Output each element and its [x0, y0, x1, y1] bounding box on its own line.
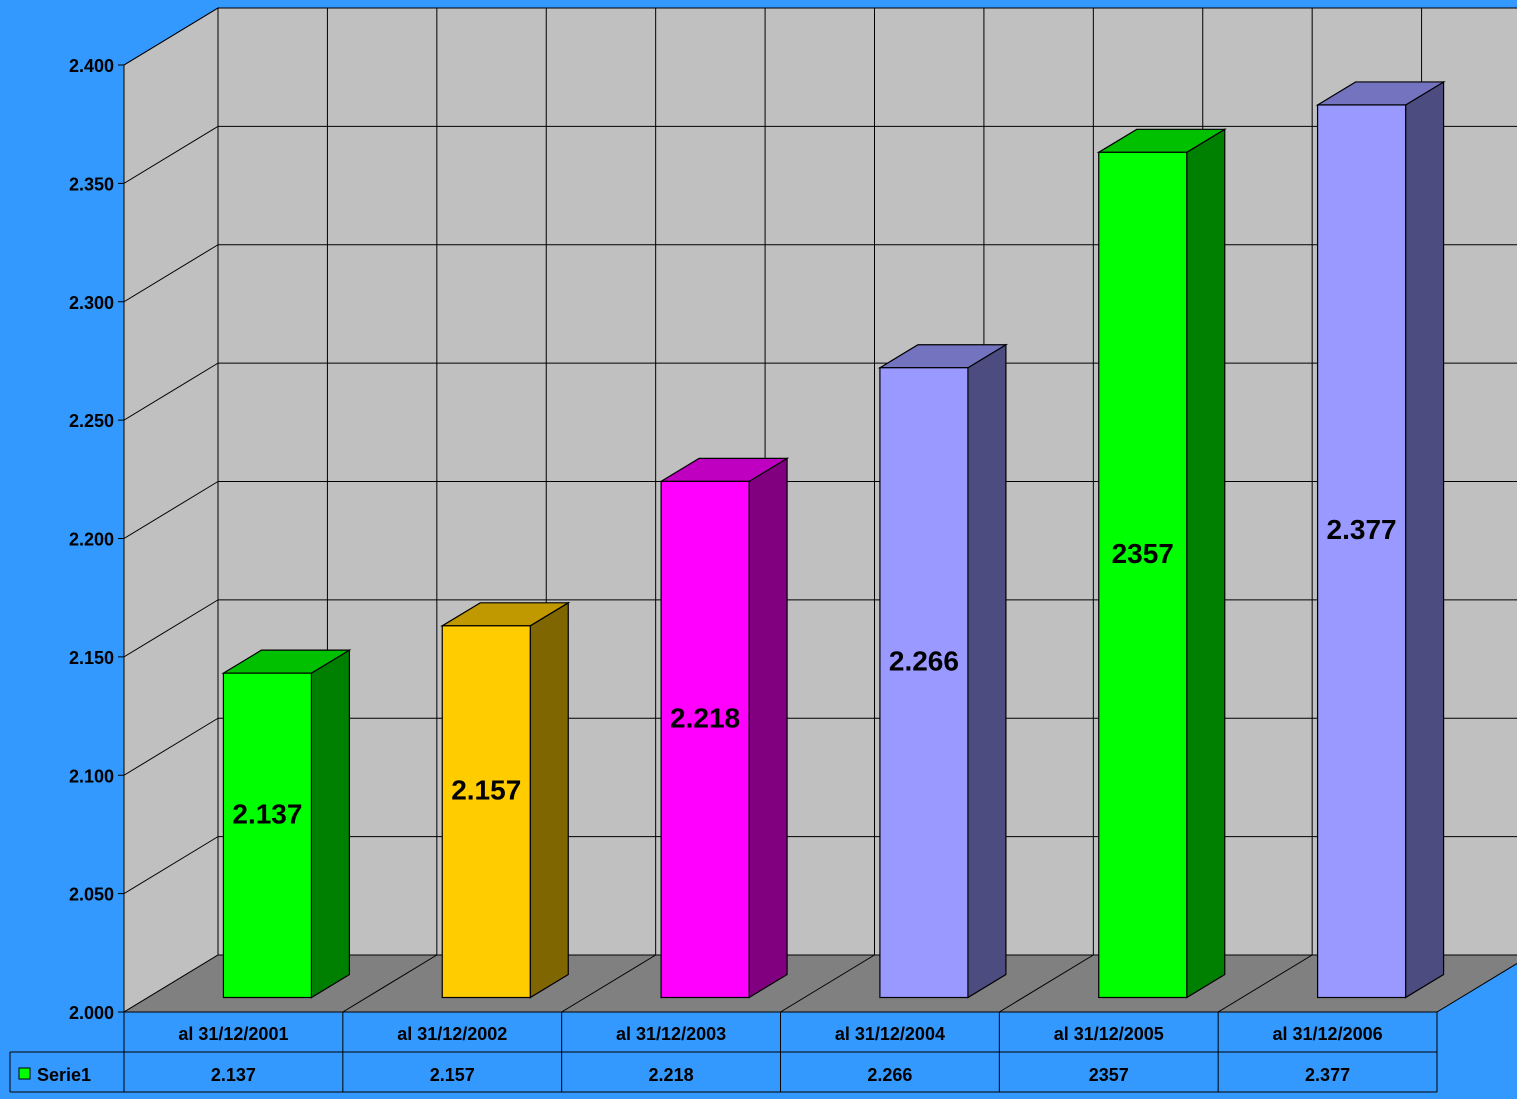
- bar-side: [1186, 128, 1226, 999]
- table-value-cell: 2.377: [1305, 1065, 1350, 1085]
- y-tick-label: 2.200: [69, 530, 114, 550]
- x-category-label: al 31/12/2002: [397, 1024, 507, 1044]
- gridline-side: [123, 244, 219, 303]
- y-tick-label: 2.150: [69, 648, 114, 668]
- y-tick-label: 2.300: [69, 293, 114, 313]
- legend-swatch: [18, 1067, 31, 1080]
- bar: [1098, 151, 1188, 999]
- x-category-label: al 31/12/2004: [835, 1024, 945, 1044]
- floor-divider: [1217, 954, 1313, 1013]
- y-tick-label: 2.350: [69, 174, 114, 194]
- x-category-label: al 31/12/2001: [178, 1024, 288, 1044]
- bar-side: [529, 601, 569, 999]
- y-tick-label: 2.000: [69, 1003, 114, 1023]
- bar-data-label: 2.218: [670, 702, 740, 733]
- table-value-cell: 2.157: [430, 1065, 475, 1085]
- bar: [441, 625, 531, 999]
- bar-data-label: 2.157: [451, 775, 521, 806]
- bar-data-label: 2.266: [889, 646, 959, 677]
- gridline-side: [123, 7, 219, 66]
- bar-data-label: 2357: [1112, 538, 1174, 569]
- table-value-cell: 2357: [1089, 1065, 1129, 1085]
- table-value-cell: 2.137: [211, 1065, 256, 1085]
- bar: [660, 480, 750, 999]
- bar-side: [310, 649, 351, 999]
- bar: [879, 367, 969, 999]
- y-tick-label: 2.400: [69, 56, 114, 76]
- floor-divider: [999, 954, 1094, 1013]
- gridline-side: [123, 836, 219, 895]
- floor-divider: [342, 954, 438, 1013]
- bar-side: [967, 343, 1007, 999]
- y-tick-label: 2.250: [69, 411, 114, 431]
- floor-divider: [561, 954, 656, 1013]
- gridline-side: [123, 362, 219, 421]
- table-value-cell: 2.218: [649, 1065, 694, 1085]
- gridline-side: [123, 481, 219, 539]
- gridline-side: [123, 599, 219, 658]
- floor-divider: [780, 954, 875, 1013]
- bar-data-label: 2.137: [232, 798, 302, 829]
- gridline-side: [123, 125, 219, 184]
- bar-side: [748, 457, 788, 999]
- x-category-label: al 31/12/2003: [616, 1024, 726, 1044]
- bar-side: [1404, 80, 1445, 999]
- bar: [222, 672, 313, 999]
- legend-series-label: Serie1: [37, 1065, 91, 1085]
- x-category-label: al 31/12/2006: [1273, 1024, 1383, 1044]
- table-value-cell: 2.266: [867, 1065, 912, 1085]
- x-category-label: al 31/12/2005: [1054, 1024, 1164, 1044]
- gridline-side: [123, 717, 219, 776]
- y-tick-label: 2.050: [69, 885, 114, 905]
- y-tick-label: 2.100: [69, 766, 114, 786]
- bar: [1316, 104, 1407, 999]
- bar-data-label: 2.377: [1327, 514, 1397, 545]
